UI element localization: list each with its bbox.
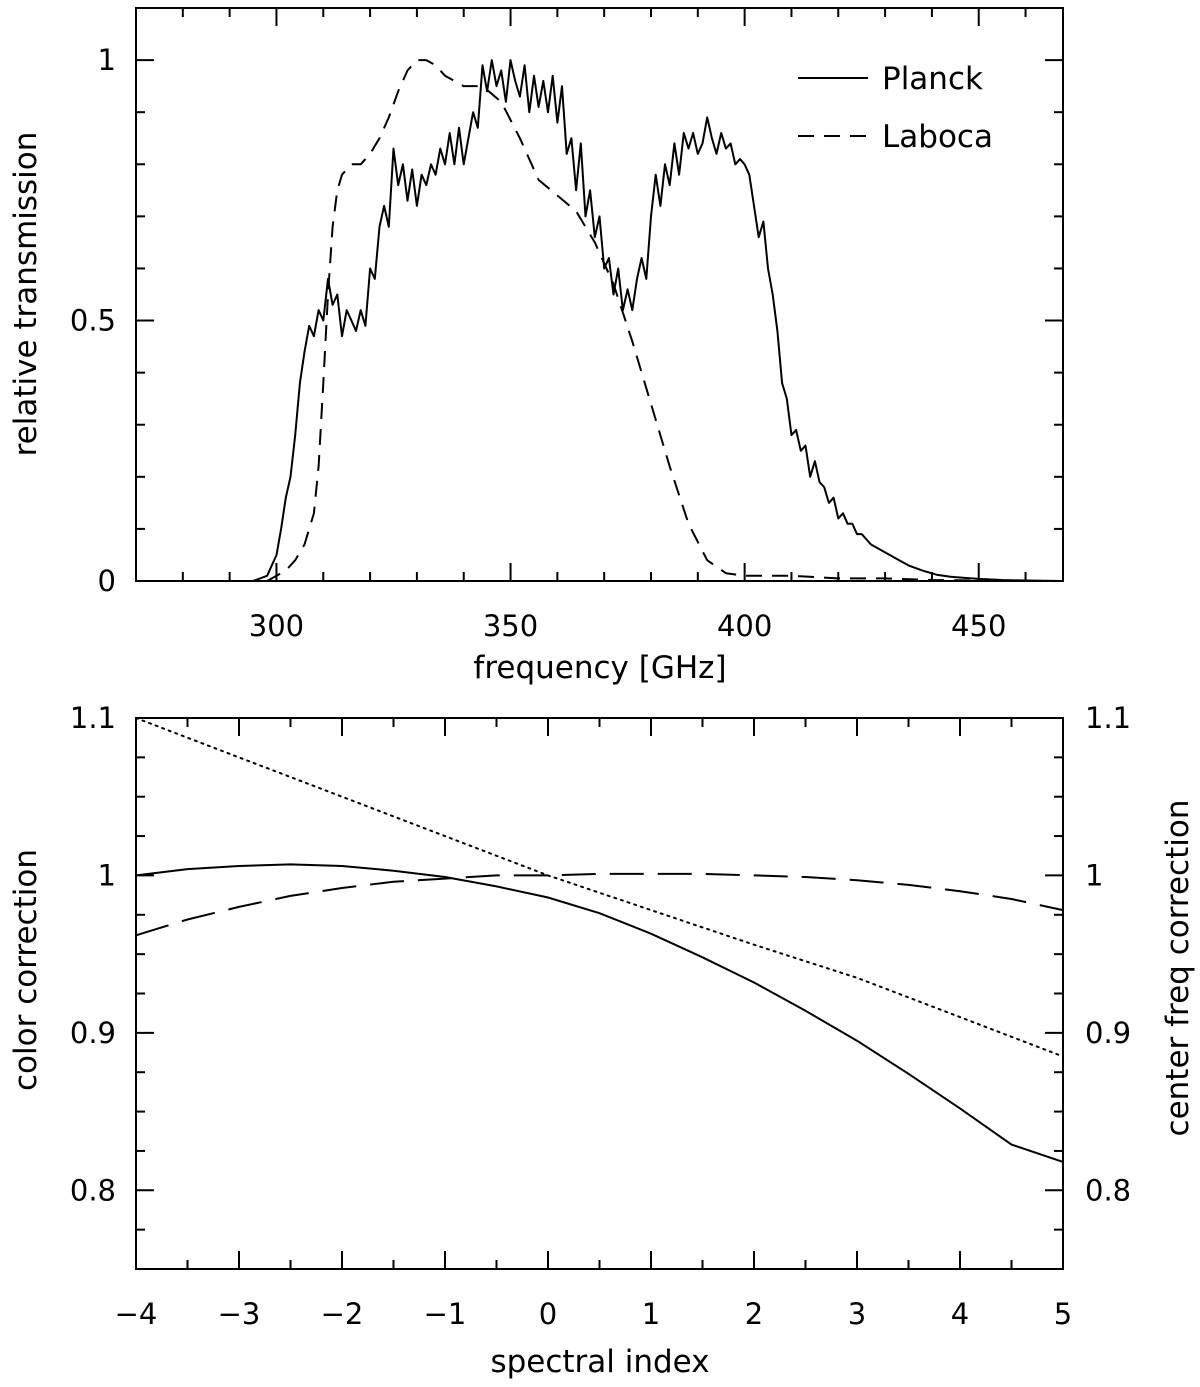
x-tick-label: 4 xyxy=(951,1297,969,1331)
legend-label-planck: Planck xyxy=(882,61,983,97)
transmission-legend: Planck Laboca xyxy=(798,61,993,155)
x-tick-label: 400 xyxy=(717,609,772,643)
x-tick-label: −4 xyxy=(115,1297,158,1331)
x-tick-label: 300 xyxy=(249,609,304,643)
x-tick-label: 3 xyxy=(848,1297,866,1331)
series-line-planck xyxy=(136,59,1064,582)
y-tick-label: 0 xyxy=(98,564,116,598)
correction-panel: −4 −3 −2 −1 0 1 2 3 4 5 0.8 0.8 0.9 0.9 1 1 1.1 1.1 spect… xyxy=(8,701,1196,1380)
y2-tick-label: 1.1 xyxy=(1085,701,1131,735)
series-line-reference xyxy=(135,717,1064,1058)
correction-plot-frame xyxy=(135,717,1064,1270)
x-tick-label: −2 xyxy=(321,1297,364,1331)
y-tick-label: 1.1 xyxy=(70,701,116,735)
x-tick-label: 2 xyxy=(745,1297,763,1331)
x-tick-label: 0 xyxy=(539,1297,557,1331)
transmission-ticks: 300 350 400 450 0 0.5 1 xyxy=(70,7,1063,643)
correction-series xyxy=(135,717,1064,1163)
transmission-y-axis-title: relative transmission xyxy=(8,132,44,457)
x-tick-label: 450 xyxy=(951,609,1006,643)
y-tick-label: 0.9 xyxy=(70,1016,116,1050)
y2-tick-label: 0.9 xyxy=(1085,1016,1131,1050)
y-tick-label: 0.8 xyxy=(70,1173,116,1207)
transmission-x-axis-title: frequency [GHz] xyxy=(473,650,726,686)
transmission-series xyxy=(136,59,1064,582)
correction-x-axis-title: spectral index xyxy=(490,1344,709,1380)
correction-y-axis-title: color correction xyxy=(8,849,44,1091)
y-tick-label: 1 xyxy=(98,858,116,892)
x-tick-label: 350 xyxy=(483,609,538,643)
x-tick-label: −3 xyxy=(218,1297,261,1331)
correction-ticks: −4 −3 −2 −1 0 1 2 3 4 5 0.8 0.8 0.9 0.9 1 1 1.1 1.1 xyxy=(70,701,1131,1331)
legend-label-laboca: Laboca xyxy=(882,119,993,155)
x-tick-label: 1 xyxy=(642,1297,660,1331)
series-line-center xyxy=(135,872,1064,937)
series-line-color xyxy=(135,863,1064,1163)
y2-tick-label: 1 xyxy=(1085,858,1103,892)
y-tick-label: 1 xyxy=(98,43,116,77)
y2-tick-label: 0.8 xyxy=(1085,1173,1131,1207)
x-tick-label: −1 xyxy=(424,1297,467,1331)
transmission-plot-frame xyxy=(135,7,1064,582)
correction-y2-axis-title: center freq correction xyxy=(1160,800,1196,1137)
y-tick-label: 0.5 xyxy=(70,304,116,338)
series-line-laboca xyxy=(136,59,1063,582)
transmission-panel: 300 350 400 450 0 0.5 1 Planck Laboca frequenc… xyxy=(8,7,1064,686)
x-tick-label: 5 xyxy=(1054,1297,1072,1331)
